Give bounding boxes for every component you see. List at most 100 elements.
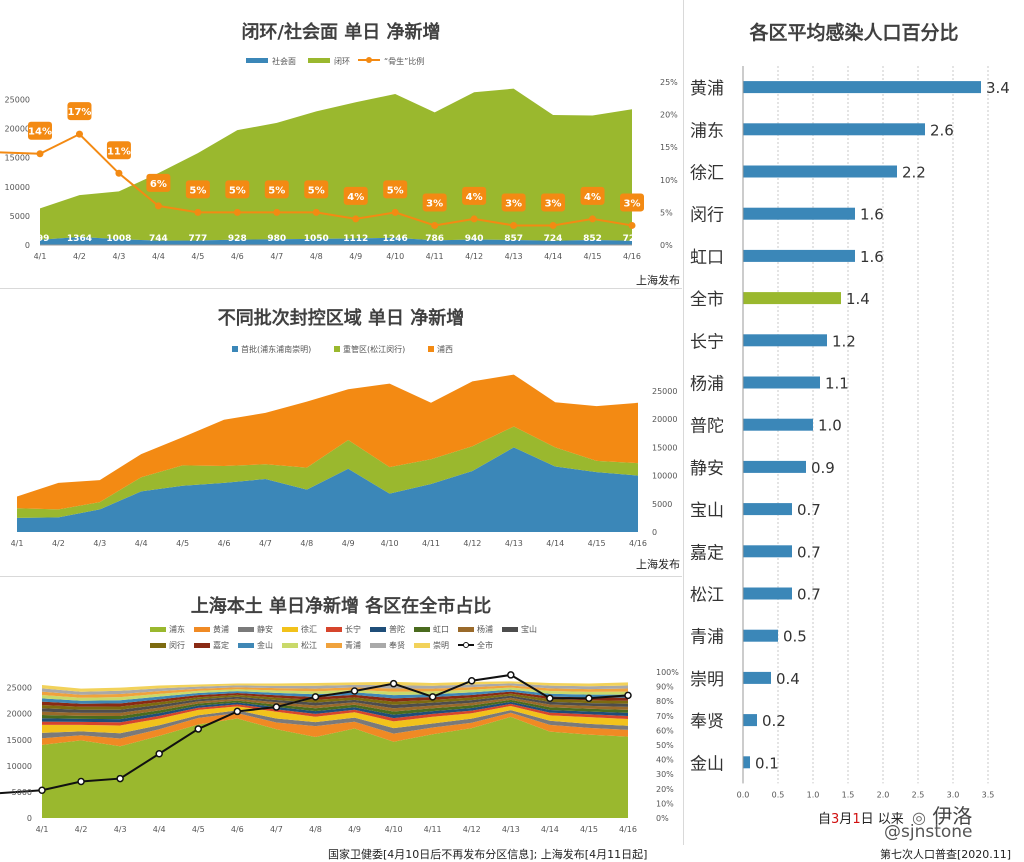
district-layer bbox=[42, 695, 628, 713]
ratio-label: 6% bbox=[150, 179, 167, 190]
bar-value-label: 3.4 bbox=[986, 79, 1010, 97]
y-tick-label: 15000 bbox=[7, 736, 32, 745]
x-tick-label: 4/9 bbox=[349, 252, 362, 261]
y-right-tick-label: 60% bbox=[656, 726, 674, 735]
legend-swatch bbox=[194, 643, 210, 648]
legend-swatch bbox=[246, 58, 268, 63]
x-tick-label: 4/2 bbox=[75, 825, 88, 834]
legend-label: 嘉定 bbox=[213, 640, 229, 650]
x-tick-label: 4/11 bbox=[422, 539, 440, 548]
legend-label: 社会面 bbox=[272, 56, 296, 66]
data-label-community: 1246 bbox=[383, 234, 408, 244]
x-tick-label: 4/2 bbox=[73, 252, 86, 261]
ratio-point bbox=[352, 215, 360, 223]
chart-title: 各区平均感染人口百分比 bbox=[749, 22, 959, 44]
y-right-tick-label: 80% bbox=[656, 697, 674, 706]
y-tick-label: 5000 bbox=[652, 500, 672, 509]
data-label-community: 744 bbox=[149, 234, 168, 244]
ratio-label-box bbox=[264, 180, 289, 199]
ratio-label-box bbox=[501, 193, 526, 212]
bar-value-label: 1.6 bbox=[860, 206, 884, 224]
legend-swatch bbox=[370, 627, 386, 632]
total-point bbox=[77, 777, 85, 786]
district-layer bbox=[42, 691, 628, 707]
x-tick-label: 3.5 bbox=[982, 790, 995, 799]
y-right-tick-label: 20% bbox=[660, 111, 678, 120]
total-point bbox=[624, 691, 632, 700]
x-tick-label: 4/8 bbox=[300, 539, 313, 548]
legend-label: 静安 bbox=[257, 624, 273, 634]
y-right-tick-label: 20% bbox=[656, 785, 674, 794]
bar-value-label: 0.7 bbox=[797, 501, 821, 519]
ratio-label-box bbox=[541, 193, 566, 212]
legend-swatch bbox=[282, 643, 298, 648]
x-tick-label: 4/16 bbox=[629, 539, 647, 548]
y-right-tick-label: 70% bbox=[656, 712, 674, 721]
total-point bbox=[116, 774, 124, 783]
x-tick-label: 4/7 bbox=[270, 252, 283, 261]
bar bbox=[743, 418, 813, 431]
district-label: 黄浦 bbox=[690, 79, 724, 99]
ratio-label-box bbox=[146, 173, 171, 192]
x-tick-label: 4/16 bbox=[619, 825, 637, 834]
district-layer bbox=[42, 703, 628, 726]
x-tick-label: 4/10 bbox=[381, 539, 399, 548]
bar-value-label: 0.9 bbox=[811, 459, 835, 477]
ratio-label-box bbox=[67, 102, 92, 121]
legend-label: 青浦 bbox=[345, 640, 361, 650]
y-tick-label: 10000 bbox=[7, 762, 32, 771]
divider bbox=[0, 576, 682, 577]
x-tick-label: 3.0 bbox=[947, 790, 960, 799]
ratio-point bbox=[312, 208, 320, 216]
x-tick-label: 4/8 bbox=[309, 825, 322, 834]
legend-label: 崇明 bbox=[433, 641, 449, 650]
y-tick-label: 0 bbox=[25, 241, 30, 250]
district-label: 奉贤 bbox=[690, 712, 724, 732]
x-tick-label: 4/12 bbox=[463, 825, 481, 834]
data-label-community: 1050 bbox=[304, 234, 329, 244]
total-point bbox=[155, 750, 163, 758]
total-point bbox=[233, 707, 242, 716]
chart-title: 闭环/社会面 单日 净新增 bbox=[241, 22, 441, 43]
x-tick-label: 4/4 bbox=[135, 539, 148, 548]
series-area-2 bbox=[17, 374, 638, 510]
ratio-label: 11% bbox=[107, 146, 131, 157]
ratio-point bbox=[75, 130, 83, 138]
x-tick-label: 4/16 bbox=[623, 252, 641, 261]
x-tick-label: 4/5 bbox=[191, 252, 204, 261]
district-label: 松江 bbox=[690, 586, 724, 606]
district-label: 全市 bbox=[690, 290, 724, 310]
ratio-label: 3% bbox=[505, 198, 522, 209]
chart-panel-batch-areas: 不同批次封控区域 单日 净新增 首批(浦东浦南崇明) 重管区(松江闵行) 浦西 0 50… bbox=[0, 290, 682, 576]
x-tick-label: 4/13 bbox=[502, 825, 520, 834]
since-note: 自3月1日 以来 bbox=[818, 808, 904, 827]
district-layer bbox=[42, 681, 628, 692]
total-point bbox=[585, 694, 593, 703]
bar-value-label: 2.6 bbox=[930, 121, 954, 139]
district-label: 虹口 bbox=[690, 248, 724, 268]
legend-label: 重管区(松江闵行) bbox=[343, 344, 405, 354]
ratio-label-box bbox=[462, 186, 487, 205]
legend-label: 浦西 bbox=[437, 344, 453, 354]
x-tick-label: 4/6 bbox=[218, 539, 231, 548]
ratio-label-box bbox=[422, 193, 447, 212]
y-tick-label: 0 bbox=[27, 814, 32, 823]
data-label-community: 1364 bbox=[67, 234, 92, 244]
ratio-label: 3% bbox=[426, 198, 443, 209]
x-tick-label: 4/5 bbox=[176, 539, 189, 548]
data-label-community: 857 bbox=[504, 234, 523, 244]
since-prefix: 自 bbox=[818, 812, 832, 827]
x-tick-label: 4/15 bbox=[584, 252, 602, 261]
weibo-icon: ◎ bbox=[912, 808, 926, 827]
y-right-tick-label: 15% bbox=[660, 143, 678, 152]
bar bbox=[743, 503, 792, 516]
x-tick-label: 4/14 bbox=[544, 252, 562, 261]
x-tick-label: 4/11 bbox=[424, 825, 442, 834]
district-layer bbox=[42, 685, 628, 698]
y-tick-label: 5000 bbox=[12, 788, 32, 797]
district-layer bbox=[42, 683, 628, 695]
legend-label: 杨浦 bbox=[477, 624, 493, 634]
total-point bbox=[546, 694, 554, 703]
ratio-point bbox=[115, 169, 123, 177]
ratio-point bbox=[194, 208, 202, 216]
